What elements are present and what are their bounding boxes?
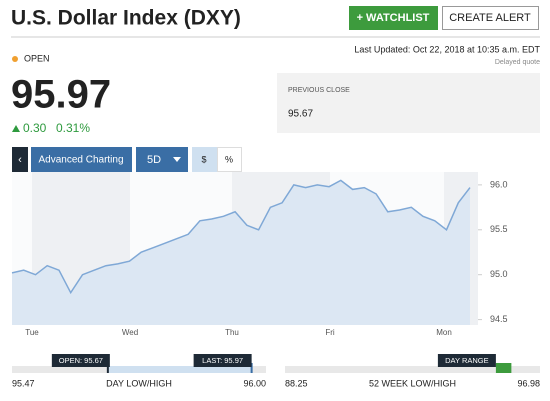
period-text: 5D (147, 154, 161, 166)
back-icon: ‹ (18, 154, 22, 166)
previous-close-label: PREVIOUS CLOSE (288, 87, 350, 94)
advanced-button[interactable] (31, 147, 132, 172)
delay-note: Delayed quote (495, 59, 540, 66)
line (11, 179, 471, 295)
change: 0.30 (23, 121, 47, 135)
x-tick-label: Tue (25, 328, 39, 337)
up-arrow (12, 125, 20, 132)
watchlist-button[interactable] (349, 6, 438, 30)
open-marker (106, 363, 109, 373)
day-range-box (437, 354, 496, 367)
area (12, 180, 470, 325)
back-button[interactable] (12, 147, 28, 172)
previous-close-box (277, 73, 540, 133)
chart: 96.0 95.5 95.0 94.5 Tue Wed Thu Fri Mon (11, 172, 508, 337)
y-tick-label: 95.0 (490, 269, 508, 279)
range-high: 96.00 (243, 378, 266, 388)
last-box (193, 354, 252, 367)
percent-text: % (225, 154, 233, 164)
y-tick-label: 95.5 (490, 224, 508, 234)
price: 95.97 (11, 73, 111, 117)
range-title: DAY LOW/HIGH (106, 378, 172, 388)
last-label: LAST: 95.97 (202, 356, 243, 365)
alert-text: CREATE ALERT (449, 12, 531, 24)
last-updated: Last Updated: Oct 22, 2018 at 10:35 a.m.… (354, 44, 540, 54)
range-track (285, 366, 540, 373)
dollar-button[interactable] (192, 147, 217, 172)
range-low: 88.25 (285, 378, 308, 388)
percent-button[interactable] (217, 147, 242, 172)
range-title: 52 WEEK LOW/HIGH (369, 378, 456, 388)
x-tick-label: Wed (122, 328, 138, 337)
status: OPEN (24, 53, 50, 63)
change-pct: 0.31% (56, 121, 90, 135)
last-marker (250, 363, 253, 373)
range-low: 95.47 (12, 378, 35, 388)
range-high: 96.98 (517, 378, 540, 388)
dollar-text: $ (201, 154, 206, 164)
open-label: OPEN: 95.67 (59, 356, 103, 365)
x-tick-label: Fri (325, 328, 335, 337)
dropdown-icon (173, 157, 181, 162)
day-fill (107, 366, 252, 373)
title: U.S. Dollar Index (DXY) (11, 7, 241, 30)
day-range-label: DAY RANGE (445, 356, 488, 365)
sun-icon (12, 56, 18, 62)
y-tick-label: 96.0 (490, 179, 508, 189)
ranges: 95.47 96.00 DAY LOW/HIGH OPEN: 95.67 LAST: 9… (12, 354, 540, 388)
open-box (51, 354, 110, 367)
x-tick-label: Mon (436, 328, 452, 337)
advanced-text: Advanced Charting (38, 155, 123, 166)
x-tick-label: Thu (225, 328, 239, 337)
day-range-marker (495, 363, 512, 373)
period-button[interactable] (136, 147, 188, 172)
previous-close: 95.67 (288, 109, 313, 120)
watchlist-text: + WATCHLIST (357, 12, 430, 24)
alert-button[interactable] (442, 6, 539, 30)
y-tick-label: 94.5 (490, 314, 508, 324)
